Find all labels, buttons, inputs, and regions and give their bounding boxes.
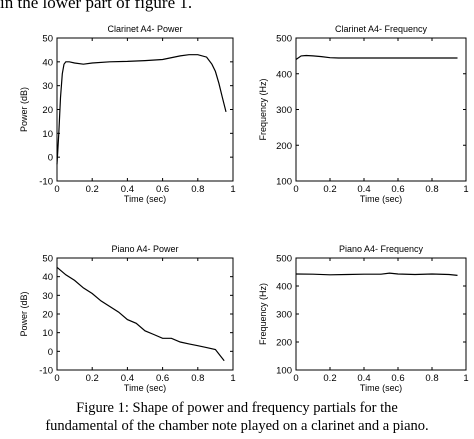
y-tick-label: 0 xyxy=(48,347,53,358)
x-tick-label: 0 xyxy=(54,184,59,195)
x-tick-label: 0.6 xyxy=(391,373,404,384)
y-tick-label: 300 xyxy=(276,310,292,321)
x-tick-label: 1 xyxy=(230,373,235,384)
chart-title: Clarinet A4- Power xyxy=(107,24,182,34)
y-tick-label: 50 xyxy=(42,34,53,45)
x-tick-label: 0.4 xyxy=(121,184,134,195)
y-tick-label: 400 xyxy=(276,69,292,80)
y-tick-label: 30 xyxy=(42,291,53,302)
y-tick-label: 100 xyxy=(276,366,292,377)
plot-area-frame xyxy=(56,37,234,182)
x-tick-label: 1 xyxy=(463,373,468,384)
series-line xyxy=(56,266,225,362)
x-axis-label: Time (sec) xyxy=(360,383,402,393)
x-tick-label: 0.6 xyxy=(156,184,169,195)
x-tick-label: 0 xyxy=(293,184,298,195)
x-tick-label: 0.4 xyxy=(357,373,370,384)
plot-area-frame xyxy=(295,37,467,182)
chart-panel-4: Piano A4- Frequency 0 0.2 0.4 0.6 0.8 1 100 200 3… xyxy=(258,244,469,393)
y-tick-label: 10 xyxy=(42,328,53,339)
series-line xyxy=(295,54,458,60)
x-tick-label: 0 xyxy=(293,373,298,384)
y-tick-label: 10 xyxy=(42,129,53,140)
x-tick-label: 0.2 xyxy=(323,184,336,195)
y-tick-label: 100 xyxy=(276,177,292,188)
y-tick-label: 500 xyxy=(276,254,292,265)
chart-title: Piano A4- Power xyxy=(111,244,178,254)
x-tick-label: 0.4 xyxy=(121,373,134,384)
chart-title: Piano A4- Frequency xyxy=(339,244,424,254)
y-tick-label: 500 xyxy=(276,34,292,45)
y-tick-label: 300 xyxy=(276,105,292,116)
x-tick-label: 0.2 xyxy=(86,373,99,384)
x-tick-label: 0.8 xyxy=(425,184,438,195)
x-tick-label: 0.6 xyxy=(156,373,169,384)
x-tick-label: 1 xyxy=(230,184,235,195)
x-tick-label: 0.8 xyxy=(191,184,204,195)
y-axis-label: Power (dB) xyxy=(19,291,29,336)
preceding-text-line: in the lower part of figure 1. xyxy=(0,0,193,12)
x-tick-label: 1 xyxy=(463,184,468,195)
x-tick-label: 0.2 xyxy=(323,373,336,384)
series-line xyxy=(56,54,227,165)
y-tick-label: 20 xyxy=(42,105,53,116)
x-tick-label: 0 xyxy=(54,373,59,384)
y-tick-label: -10 xyxy=(39,177,53,188)
x-tick-label: 0.8 xyxy=(425,373,438,384)
y-axis-label: Power (dB) xyxy=(19,87,29,132)
y-tick-label: -10 xyxy=(39,366,53,377)
y-tick-label: 40 xyxy=(42,272,53,283)
y-axis-label: Frequency (Hz) xyxy=(258,78,268,140)
x-tick-label: 0.2 xyxy=(86,184,99,195)
y-tick-label: 40 xyxy=(42,57,53,68)
y-axis-label: Frequency (Hz) xyxy=(258,283,268,345)
plot-area-frame xyxy=(56,257,234,371)
x-tick-label: 0.8 xyxy=(191,373,204,384)
y-tick-label: 400 xyxy=(276,282,292,293)
y-tick-label: 30 xyxy=(42,81,53,92)
x-tick-label: 0.4 xyxy=(357,184,370,195)
chart-panel-2: Clarinet A4- Frequency 0 0.2 0.4 0.6 0.8 1 100 2… xyxy=(258,24,469,204)
chart-title: Clarinet A4- Frequency xyxy=(335,24,428,34)
y-tick-label: 50 xyxy=(42,254,53,265)
x-tick-label: 0.6 xyxy=(391,184,404,195)
y-tick-label: 20 xyxy=(42,310,53,321)
x-axis-label: Time (sec) xyxy=(124,194,166,204)
x-axis-label: Time (sec) xyxy=(124,383,166,393)
figure-caption-line-2: fundamental of the chamber note played o… xyxy=(45,418,429,434)
x-axis-label: Time (sec) xyxy=(360,194,402,204)
y-tick-label: 0 xyxy=(48,153,53,164)
series-line xyxy=(295,272,458,276)
y-tick-label: 200 xyxy=(276,338,292,349)
y-tick-label: 200 xyxy=(276,141,292,152)
figure-caption-line-1: Figure 1: Shape of power and frequency p… xyxy=(76,400,398,416)
